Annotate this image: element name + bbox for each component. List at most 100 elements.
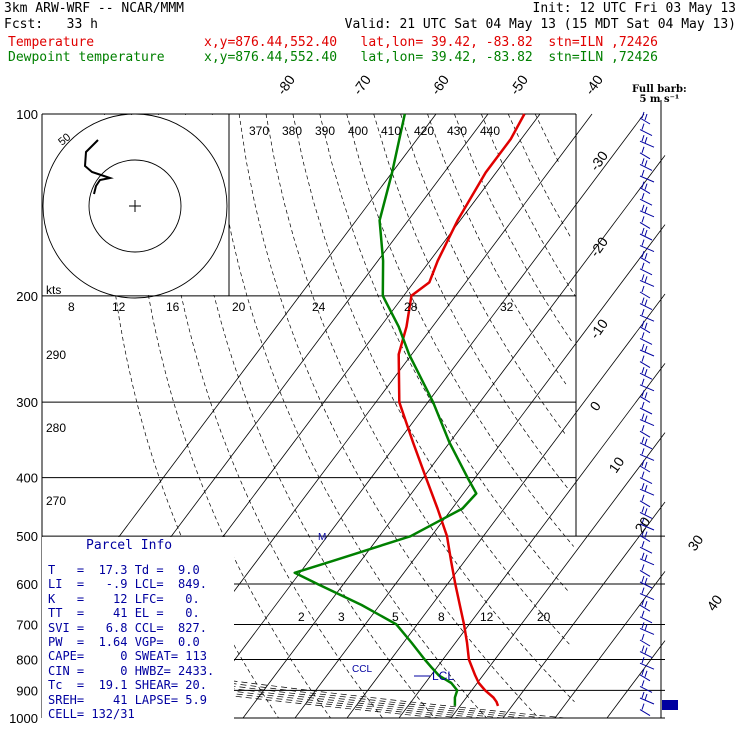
hodograph-speed-label: 32 xyxy=(500,300,514,314)
isotherm-label: 30 xyxy=(684,532,706,554)
parcel-info-row: SVI = 6.8 CCL= 827. xyxy=(48,620,207,635)
wind-barb xyxy=(639,320,651,334)
wind-barb xyxy=(639,691,655,705)
ccl-label: CCL xyxy=(352,664,372,675)
wind-barb xyxy=(639,111,651,125)
isotherm-label: -10 xyxy=(586,316,611,342)
theta-label: 390 xyxy=(315,124,335,138)
parcel-info-row: CAPE= 0 SWEAT= 113 xyxy=(48,649,207,664)
sounding-curves xyxy=(293,113,526,707)
dry-adiabat xyxy=(534,113,559,162)
isotherm-label: -50 xyxy=(506,72,531,98)
wind-barb xyxy=(639,529,651,543)
wind-barb xyxy=(639,552,655,566)
parcel-info-row: SREH= 41 LAPSE= 5.9 xyxy=(48,692,207,707)
hodograph-trace xyxy=(83,139,114,195)
hodograph-ring-outer xyxy=(42,113,228,299)
pressure-tick-label: 800 xyxy=(16,652,38,667)
pressure-tick-label: 200 xyxy=(16,289,38,304)
wind-barb xyxy=(639,390,651,403)
parcel-info-row: T = 17.3 Td = 9.0 xyxy=(48,563,200,577)
isotherm-label: 0 xyxy=(586,398,604,414)
wind-barb xyxy=(639,378,655,392)
parcel-info-title: Parcel Info xyxy=(86,538,173,553)
parcel-info-row: TT = 41 EL = 0. xyxy=(48,606,200,621)
wind-barb xyxy=(639,459,651,473)
dewpoint-line xyxy=(293,113,478,706)
wind-barb xyxy=(639,193,653,206)
parcel-info-panel: Parcel Info T = 17.3 Td = 9.0 LI = -.9 L… xyxy=(42,537,234,729)
wind-barb xyxy=(639,204,655,218)
wind-barb xyxy=(639,309,655,322)
wind-barb xyxy=(639,587,655,601)
wind-barb xyxy=(639,285,651,299)
mixing-ratio-label: 5 xyxy=(392,610,399,624)
isotherm xyxy=(190,113,645,719)
wind-barb xyxy=(639,123,653,137)
pressure-tick-label: 700 xyxy=(16,617,38,632)
mixing-ratio-label: 3 xyxy=(338,610,345,624)
parcel-marker: M xyxy=(318,532,326,543)
wind-barb xyxy=(639,471,653,485)
legend-dewpoint: Dewpoint temperature xyxy=(8,50,165,65)
wind-barb xyxy=(639,274,655,287)
wind-barb xyxy=(639,633,651,647)
wind-barb xyxy=(639,448,655,461)
wind-barb xyxy=(639,297,653,311)
barb-key-title: Full barb: xyxy=(632,84,687,95)
forecast-hour: Fcst: 33 h xyxy=(4,17,98,32)
parcel-info-row: PW = 1.64 VGP= 0.0 xyxy=(48,635,200,649)
isotherm-label: -30 xyxy=(586,148,611,174)
wind-barb xyxy=(639,367,653,380)
surface-barb-cluster xyxy=(662,700,678,710)
hodograph-speed-label: 8 xyxy=(68,300,75,314)
init-time: Init: 12 UTC Fri 03 May 13 xyxy=(532,1,737,16)
moist-adiabat xyxy=(42,671,441,719)
pressure-tick-label: 500 xyxy=(16,529,38,544)
wind-barb xyxy=(639,146,651,160)
isotherm xyxy=(554,571,666,719)
wind-barb xyxy=(639,645,653,659)
wind-barb xyxy=(639,680,653,693)
moist-adiabat xyxy=(57,662,524,719)
temperature-line xyxy=(397,113,526,707)
wind-barb xyxy=(639,239,655,253)
lcl-label: LCL xyxy=(432,669,454,683)
wind-barb xyxy=(639,332,653,345)
theta-label: 280 xyxy=(46,421,66,435)
isotherm-label: -40 xyxy=(581,72,606,98)
theta-label: 380 xyxy=(282,124,302,138)
hodograph-speed-label: 20 xyxy=(232,300,246,314)
isotherm xyxy=(502,501,666,719)
theta-label: 290 xyxy=(46,348,66,362)
dewpoint-location: x,y=876.44,552.40 lat,lon= 39.42, -83.82… xyxy=(204,50,658,65)
wind-barb xyxy=(639,262,653,276)
hodograph-ring-inner xyxy=(88,159,182,253)
wind-barbs xyxy=(639,100,678,718)
isotherm-label: 20 xyxy=(631,514,653,536)
isotherm xyxy=(346,293,666,719)
parcel-info-row: LI = -.9 LCL= 849. xyxy=(48,577,207,592)
mixing-ratio-label: 20 xyxy=(537,610,551,624)
wind-barb xyxy=(639,657,655,670)
wind-barb xyxy=(639,494,651,508)
mixing-ratio-label: 2 xyxy=(298,610,305,624)
mixing-ratio-label: 8 xyxy=(438,610,445,624)
moist-adiabat xyxy=(63,671,462,719)
wind-barb xyxy=(639,413,655,427)
wind-barb xyxy=(639,599,651,612)
mixing-ratio-label: 12 xyxy=(480,610,494,624)
wind-barb xyxy=(639,169,655,183)
legend-temperature: Temperature xyxy=(8,35,95,50)
dry-adiabat xyxy=(131,113,331,719)
hodograph-speed-label: 16 xyxy=(166,300,180,314)
isotherm-label: -80 xyxy=(273,72,298,98)
hodograph-background xyxy=(43,115,229,295)
dry-adiabat xyxy=(454,113,574,344)
parcel-info-row: K = 12 LFC= 0. xyxy=(48,591,200,606)
dry-adiabat xyxy=(319,113,570,593)
wind-barb xyxy=(639,483,655,496)
wind-barb xyxy=(639,251,651,264)
hodograph-speed-label: 28 xyxy=(404,300,418,314)
